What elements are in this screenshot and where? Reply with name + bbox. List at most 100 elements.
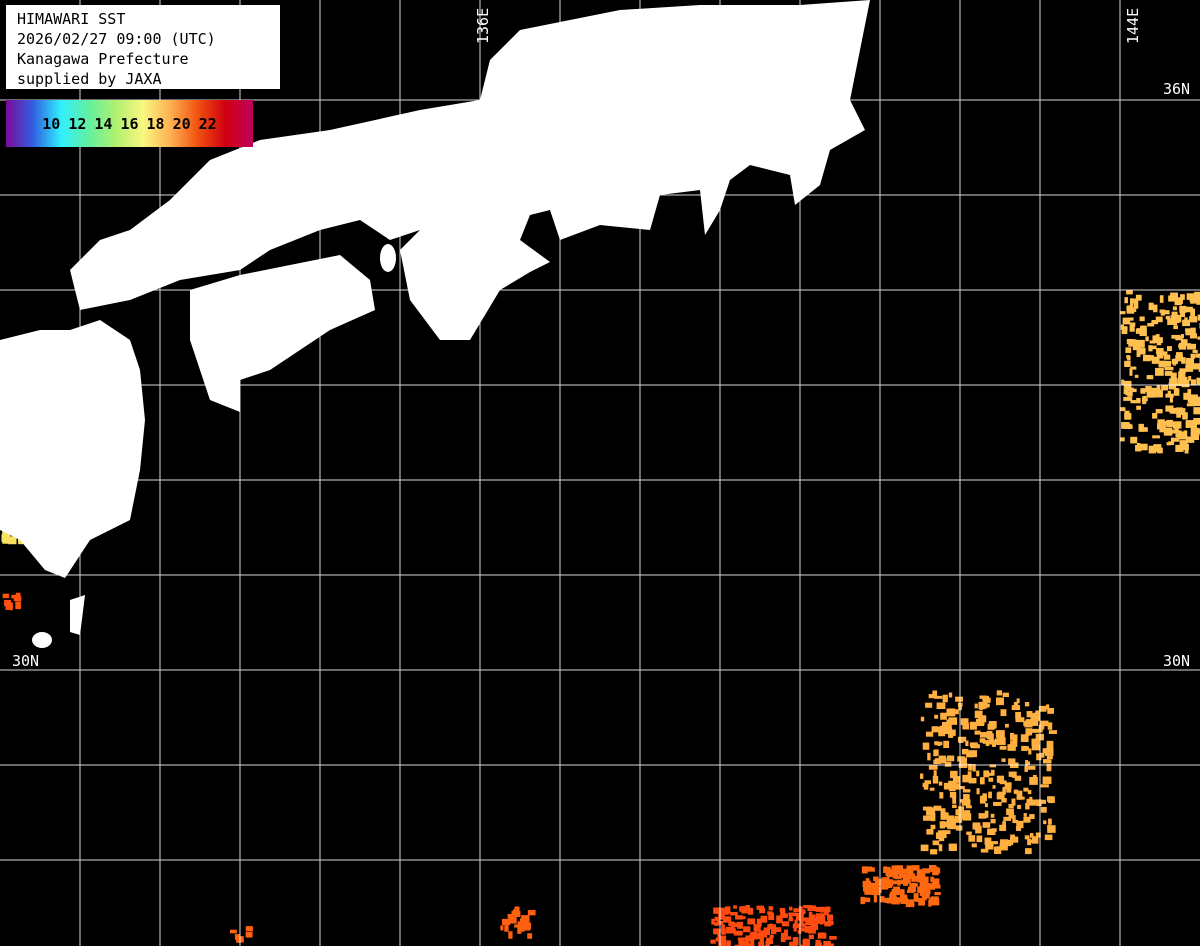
sst-pixel <box>1029 814 1035 820</box>
sst-pixel <box>713 907 721 914</box>
sst-pixel <box>965 805 972 809</box>
sst-pixel <box>1026 798 1033 804</box>
sst-pixel <box>237 936 244 943</box>
sst-pixel <box>868 866 873 872</box>
sst-pixel <box>922 782 929 788</box>
sst-pixel <box>939 725 947 734</box>
sst-pixel <box>1139 443 1148 451</box>
sst-pixel <box>1003 816 1012 821</box>
sst-pixel <box>1181 357 1186 364</box>
sst-pixel <box>1126 305 1133 314</box>
sst-pixel <box>1134 374 1139 378</box>
sst-pixel <box>1129 317 1134 321</box>
sst-pixel <box>868 886 873 891</box>
sst-pixel <box>958 763 968 769</box>
shikoku <box>190 255 375 412</box>
sst-pixel <box>788 917 794 922</box>
sst-pixel <box>1004 723 1009 728</box>
sst-pixel <box>946 722 952 730</box>
sst-pixel <box>1182 412 1188 420</box>
sst-pixel <box>930 849 938 855</box>
sst-pixel <box>962 813 972 821</box>
sst-pixel <box>1120 437 1125 442</box>
sst-pixel <box>1025 848 1032 855</box>
sst-pixel <box>873 895 877 903</box>
credit: supplied by JAXA <box>17 70 162 88</box>
sst-pixel <box>1129 322 1136 327</box>
sst-pixel <box>1181 379 1190 388</box>
sst-pixel <box>714 916 721 922</box>
sst-pixel <box>894 899 900 903</box>
sst-pixel <box>797 929 802 934</box>
sst-pixel <box>519 921 524 927</box>
sst-pixel <box>804 943 809 946</box>
sst-pixel <box>1018 790 1023 798</box>
sst-pixel <box>1179 342 1187 350</box>
sst-pixel <box>1178 371 1185 378</box>
sst-pixel <box>982 822 991 828</box>
sst-pixel <box>927 752 931 761</box>
sst-pixel <box>788 915 793 919</box>
sst-pixel <box>936 702 946 710</box>
sst-pixel <box>920 716 925 722</box>
sst-pixel <box>1159 428 1167 433</box>
colorbar-tick: 14 <box>94 114 113 133</box>
sst-pixel <box>975 825 982 834</box>
sst-pixel <box>1006 787 1012 793</box>
sst-pixel <box>941 821 948 828</box>
sst-pixel <box>717 935 727 942</box>
sst-pixel <box>1036 799 1042 807</box>
sst-pixel <box>932 690 938 697</box>
sst-pixel <box>946 719 950 724</box>
sst-pixel <box>1169 394 1174 403</box>
sst-pixel <box>810 920 817 928</box>
sst-pixel <box>1148 302 1154 311</box>
sst-pixel <box>947 755 955 762</box>
sst-pixel <box>502 918 511 926</box>
sst-pixel <box>767 924 776 930</box>
sst-pixel <box>891 865 897 871</box>
sst-pixel <box>1009 732 1015 740</box>
sst-pixel <box>957 736 967 742</box>
sst-pixel <box>957 786 965 790</box>
sst-pixel <box>1171 311 1178 318</box>
sst-pixel <box>1193 407 1200 415</box>
sst-pixel <box>1133 302 1139 309</box>
sst-pixel <box>711 918 715 925</box>
sst-pixel <box>1031 738 1040 747</box>
sst-pixel <box>1166 419 1173 428</box>
sst-pixel <box>521 915 530 924</box>
sst-pixel <box>815 913 825 918</box>
sst-pixel <box>1161 384 1168 391</box>
sst-pixel <box>972 764 976 772</box>
sst-pixel <box>957 756 966 762</box>
sst-pixel <box>1024 702 1030 707</box>
sst-pixel <box>885 871 891 877</box>
sst-pixel <box>983 703 990 708</box>
sst-pixel <box>917 886 926 893</box>
sst-pixel <box>737 921 743 929</box>
sst-pixel <box>500 925 504 931</box>
sst-pixel <box>920 878 929 885</box>
sst-pixel <box>994 738 1002 745</box>
sst-pixel <box>1187 389 1192 395</box>
sst-pixel <box>993 801 1002 806</box>
sst-pixel <box>1168 295 1177 302</box>
sst-pixel <box>905 899 915 908</box>
sst-pixel <box>1004 782 1012 790</box>
sst-pixel <box>784 929 789 937</box>
sst-pixel <box>861 897 871 903</box>
sst-pixel <box>940 757 947 761</box>
sst-pixel <box>968 750 978 758</box>
sst-pixel <box>507 913 517 919</box>
sst-pixel <box>1158 360 1167 368</box>
sst-pixel <box>1013 789 1019 794</box>
sst-pixel <box>793 908 800 913</box>
sst-pixel <box>969 721 977 730</box>
sst-pixel <box>922 895 927 901</box>
sst-pixel <box>1198 366 1200 372</box>
sst-pixel <box>1179 440 1186 447</box>
sst-pixel <box>906 865 916 870</box>
sst-pixel <box>984 837 992 845</box>
sst-pixel <box>788 912 798 917</box>
